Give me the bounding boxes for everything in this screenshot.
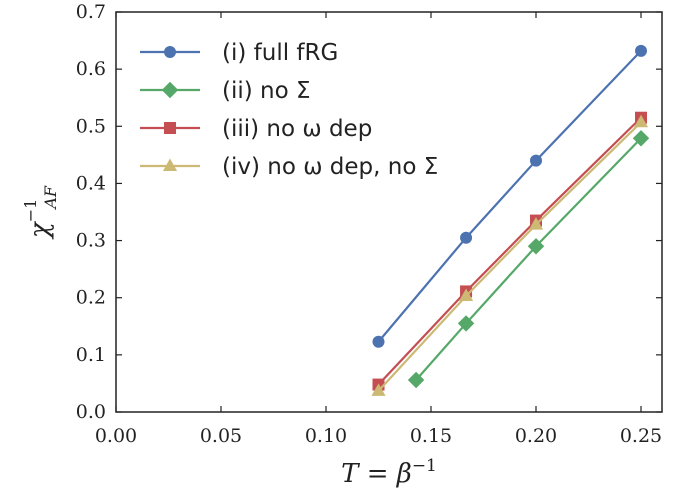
series-3-point-1 [459, 288, 474, 301]
series-3-point-2 [528, 217, 544, 230]
y-tick-label-6: 0.6 [76, 58, 106, 80]
series-3-point-0 [371, 383, 386, 396]
legend-label-3: (iv) no ω dep, no Σ [222, 154, 438, 180]
series-0-point-1 [460, 231, 473, 244]
y-axis-label-superscript: −1 [21, 199, 40, 223]
x-tick-label-3: 0.15 [410, 425, 452, 447]
series-1-point-0 [407, 371, 425, 389]
series-line-1 [415, 137, 642, 381]
series-line-3 [377, 121, 642, 392]
x-tick-label-4: 0.20 [515, 425, 557, 447]
y-axis-label-main: χ [25, 220, 55, 240]
series-line-0 [377, 50, 642, 343]
series-1-point-3 [632, 130, 650, 147]
x-axis-label: T = β−1 [341, 456, 437, 489]
chart-marks [371, 44, 650, 396]
x-axis-label-main: T = β [341, 459, 412, 489]
series-1-point-1 [457, 315, 475, 332]
series-0-point-0 [372, 335, 385, 348]
axis-ticks: 0.00 0.05 0.10 0.15 0.20 0.25 0.0 0.1 0.2 0.3 0.4 0… [76, 1, 662, 447]
x-tick-label-5: 0.25 [620, 425, 662, 447]
series-line-2 [377, 116, 642, 386]
x-tick-label-2: 0.10 [305, 425, 347, 447]
y-axis-label-subscript: AF [41, 185, 60, 211]
y-tick-label-4: 0.4 [76, 172, 106, 194]
legend-marker-0 [164, 46, 176, 58]
series-3-point-3 [633, 114, 649, 128]
legend-marker-1 [161, 81, 179, 99]
legend-label-2: (iii) no ω dep [222, 116, 372, 142]
y-tick-label-0: 0.0 [76, 401, 106, 423]
legend: (i) full fRG (ii) no Σ (iii) no ω dep (iv) … [140, 40, 438, 180]
y-tick-label-3: 0.3 [76, 230, 106, 252]
y-tick-label-7: 0.7 [76, 1, 106, 23]
x-tick-label-0: 0.00 [95, 425, 137, 447]
series-0-point-3 [635, 44, 647, 57]
x-axis-label-exponent: −1 [412, 456, 437, 476]
y-axis-label: χ−1AF [21, 185, 60, 240]
legend-label-0: (i) full fRG [222, 40, 338, 66]
series-0-point-2 [530, 154, 542, 167]
y-tick-label-5: 0.5 [76, 115, 106, 137]
y-tick-label-1: 0.1 [76, 344, 106, 366]
plot-frame [115, 11, 663, 413]
legend-marker-2 [164, 122, 176, 134]
y-tick-label-2: 0.2 [76, 287, 106, 309]
legend-marker-3 [162, 158, 178, 171]
x-tick-label-1: 0.05 [200, 425, 242, 447]
legend-label-1: (ii) no Σ [222, 78, 311, 104]
series-1-point-2 [527, 238, 545, 255]
